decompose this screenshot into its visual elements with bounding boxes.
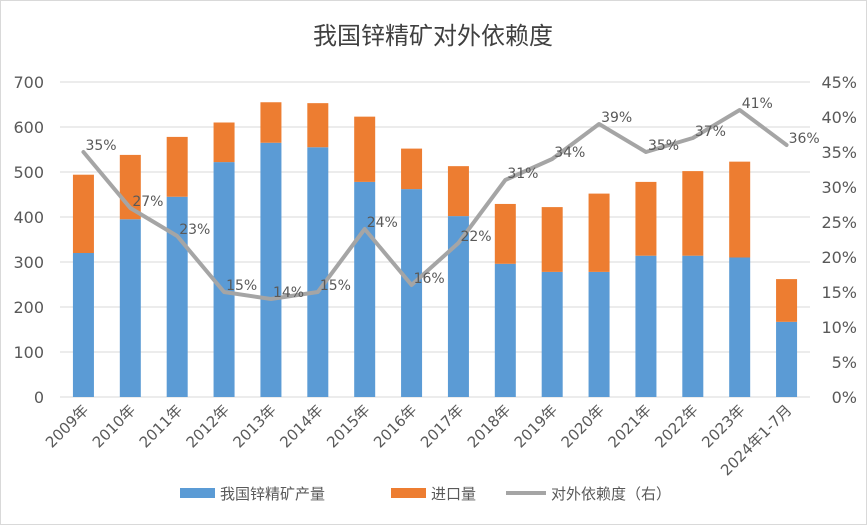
bar-imports (635, 181, 657, 256)
data-label: 35% (85, 138, 116, 154)
bar-production (213, 162, 235, 397)
y-right-tick-label: 10% (821, 318, 857, 337)
bar-imports (776, 279, 798, 322)
y-left-tick-label: 700 (13, 73, 44, 92)
data-label: 15% (226, 278, 257, 294)
data-label: 36% (789, 131, 820, 147)
y-axis-left: 0 100 200 300 400 500 600 700 (13, 73, 44, 407)
y-left-tick-label: 0 (34, 388, 44, 407)
bar-production (260, 142, 282, 397)
bar-production (119, 219, 141, 397)
bar-production (494, 263, 516, 397)
data-label: 31% (507, 166, 538, 182)
bar-imports (682, 171, 704, 256)
data-label: 23% (179, 222, 210, 238)
legend-label-dependency: 对外依赖度（右） (551, 485, 671, 503)
data-label: 34% (554, 145, 585, 161)
bar-production (588, 271, 610, 397)
bar-imports (307, 103, 329, 148)
chart-title: 我国锌精矿对外依赖度 (313, 22, 553, 50)
bar-production (447, 216, 469, 397)
y-right-tick-label: 25% (821, 213, 857, 232)
bar-imports (260, 102, 282, 143)
legend-swatch-imports (391, 488, 426, 498)
y-right-tick-label: 40% (821, 108, 857, 127)
bar-production (72, 253, 94, 397)
y-right-tick-label: 0% (832, 388, 857, 407)
y-axis-right: 0% 5% 10% 15% 20% 25% 30% 35% 40% 45% (821, 73, 857, 407)
bar-production (541, 271, 563, 397)
data-label: 37% (695, 124, 726, 140)
y-left-tick-label: 400 (13, 208, 44, 227)
data-label: 14% (273, 285, 304, 301)
y-right-tick-label: 45% (821, 73, 857, 92)
legend-swatch-production (180, 488, 215, 498)
bar-imports (588, 193, 610, 272)
legend-label-production: 我国锌精矿产量 (220, 485, 325, 503)
y-right-tick-label: 15% (821, 283, 857, 302)
data-label: 24% (367, 215, 398, 231)
bar-production (776, 321, 798, 397)
bar-imports (213, 122, 235, 163)
y-left-tick-label: 600 (13, 118, 44, 137)
legend-label-imports: 进口量 (431, 485, 476, 503)
bar-production (166, 196, 188, 397)
bar-imports (541, 207, 563, 272)
y-left-tick-label: 500 (13, 163, 44, 182)
y-left-tick-label: 100 (13, 343, 44, 362)
dependency-line (81, 108, 789, 301)
data-label: 16% (414, 271, 445, 287)
y-right-tick-label: 5% (832, 353, 857, 372)
line-dependency (81, 108, 789, 301)
y-right-tick-label: 30% (821, 178, 857, 197)
data-label: 15% (320, 278, 351, 294)
bar-production (729, 257, 751, 397)
bar-production (635, 255, 657, 397)
bar-production (307, 147, 329, 397)
bar-imports (401, 148, 423, 190)
data-label: 35% (648, 138, 679, 154)
y-left-tick-label: 300 (13, 253, 44, 272)
y-left-tick-label: 200 (13, 298, 44, 317)
legend: 我国锌精矿产量 进口量 对外依赖度（右） (180, 485, 671, 503)
data-label: 39% (601, 110, 632, 126)
bar-production (682, 255, 704, 397)
bar-imports (729, 161, 751, 258)
bar-imports (447, 166, 469, 217)
bar-production (401, 189, 423, 397)
data-labels: 35% 27% 23% 15% 14% 15% 24% 16% 22% 31% 34% 39% 35% 3… (85, 96, 819, 301)
bars (72, 102, 798, 397)
bar-imports (494, 203, 516, 264)
y-right-tick-label: 35% (821, 143, 857, 162)
data-label: 41% (742, 96, 773, 112)
bar-imports (72, 174, 94, 253)
y-right-tick-label: 20% (821, 248, 857, 267)
bar-imports (166, 136, 188, 197)
data-label: 27% (132, 194, 163, 210)
data-label: 22% (460, 229, 491, 245)
bar-imports (354, 116, 376, 182)
